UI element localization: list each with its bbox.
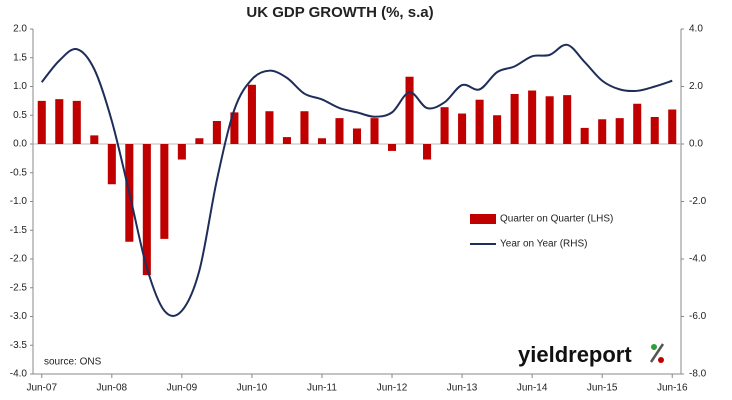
bar bbox=[405, 76, 414, 144]
y2-tick-label: 2.0 bbox=[689, 81, 703, 92]
x-tick-label: Jun-13 bbox=[447, 383, 478, 394]
bar bbox=[72, 100, 81, 144]
logo-text: yieldreport bbox=[518, 342, 632, 367]
y-tick-label: -1.5 bbox=[10, 225, 28, 236]
bar bbox=[142, 144, 151, 276]
bar bbox=[528, 90, 537, 144]
y2-tick-label: -2.0 bbox=[689, 196, 707, 207]
chart-title: UK GDP GROWTH (%, s.a) bbox=[246, 4, 433, 21]
y2-tick-label: -4.0 bbox=[689, 254, 707, 265]
y-tick-label: 2.0 bbox=[13, 24, 27, 35]
bar bbox=[440, 107, 449, 144]
x-tick-label: Jun-15 bbox=[587, 383, 618, 394]
legend-label: Year on Year (RHS) bbox=[500, 239, 587, 250]
y-tick-label: -3.5 bbox=[10, 340, 28, 351]
bar bbox=[265, 111, 274, 144]
bar bbox=[282, 137, 291, 144]
bar bbox=[90, 135, 99, 144]
y2-tick-label: 4.0 bbox=[689, 24, 703, 35]
bar bbox=[317, 138, 327, 144]
x-tick-label: Jun-09 bbox=[167, 383, 198, 394]
x-tick-label: Jun-08 bbox=[97, 383, 128, 394]
bar bbox=[300, 111, 309, 144]
y-tick-label: 1.5 bbox=[13, 52, 27, 63]
x-tick-label: Jun-07 bbox=[26, 383, 57, 394]
y-tick-label: -2.0 bbox=[10, 254, 28, 265]
y2-tick-label: 0.0 bbox=[689, 139, 703, 150]
y-tick-label: -3.0 bbox=[10, 311, 28, 322]
bar bbox=[352, 128, 362, 144]
x-tick-label: Jun-11 bbox=[307, 383, 337, 394]
bar bbox=[598, 119, 607, 144]
x-tick-label: Jun-14 bbox=[517, 383, 548, 394]
bar bbox=[37, 100, 46, 144]
bar bbox=[195, 138, 204, 144]
y-tick-label: 0.0 bbox=[13, 139, 27, 150]
bar bbox=[177, 144, 186, 160]
line bbox=[40, 43, 673, 317]
y-tick-label: 0.5 bbox=[13, 110, 27, 121]
x-tick-label: Jun-16 bbox=[657, 383, 688, 394]
bar bbox=[545, 96, 554, 144]
bar bbox=[370, 118, 379, 144]
y-tick-label: -1.0 bbox=[10, 196, 28, 207]
bar bbox=[55, 99, 64, 144]
bar bbox=[387, 144, 397, 151]
logo-percent bbox=[649, 343, 665, 363]
y-tick-label: -0.5 bbox=[10, 167, 28, 178]
x-tick-label: Jun-10 bbox=[237, 383, 268, 394]
bar bbox=[510, 93, 519, 144]
source-note: source: ONS bbox=[44, 357, 102, 368]
bar bbox=[633, 103, 642, 144]
bar bbox=[335, 118, 344, 144]
bar bbox=[107, 144, 116, 185]
bar bbox=[580, 127, 589, 144]
y-tick-label: 1.0 bbox=[13, 81, 27, 92]
bar bbox=[423, 144, 432, 160]
bar bbox=[668, 109, 677, 144]
bar bbox=[247, 84, 256, 144]
y2-tick-label: -6.0 bbox=[689, 311, 707, 322]
bar bbox=[493, 115, 502, 144]
x-tick-label: Jun-12 bbox=[377, 383, 408, 394]
bar bbox=[615, 118, 624, 144]
bar bbox=[475, 99, 484, 144]
bar bbox=[212, 121, 221, 144]
legend-label: Quarter on Quarter (LHS) bbox=[500, 214, 613, 225]
bar bbox=[160, 144, 169, 239]
y2-tick-label: -8.0 bbox=[689, 369, 707, 380]
y-tick-label: -2.5 bbox=[10, 282, 28, 293]
bar bbox=[650, 116, 659, 144]
legend-swatch bbox=[470, 214, 496, 224]
bar bbox=[458, 113, 467, 144]
bar bbox=[563, 95, 572, 144]
y-tick-label: -4.0 bbox=[10, 369, 28, 380]
bar bbox=[230, 112, 239, 144]
